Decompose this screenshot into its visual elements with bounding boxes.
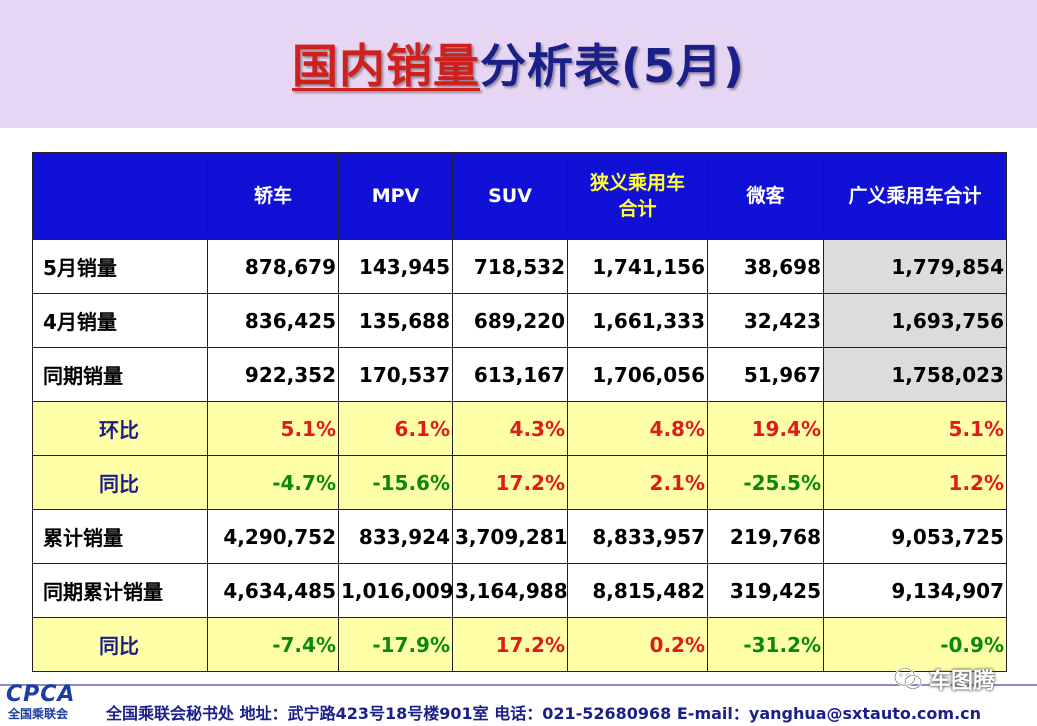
table-body: 5月销量 878,679 143,945 718,532 1,741,156 38,698… — [32, 239, 1007, 672]
table-cell: 878,679 — [207, 239, 339, 294]
table-cell: 17.2% — [452, 455, 568, 510]
table-row: 同期销量 922,352 170,537 613,167 1,706,056 51,967… — [32, 347, 1007, 402]
table-cell: -4.7% — [207, 455, 339, 510]
table-cell: 9,134,907 — [823, 563, 1007, 618]
title-highlight: 国内销量 — [291, 39, 480, 93]
table-cell: 319,425 — [707, 563, 824, 618]
footer-contact: 全国乘联会秘书处 地址：武宁路423号18号楼901室 电话：021-52680… — [106, 704, 982, 723]
column-header: MPV — [338, 152, 453, 240]
table-cell: 689,220 — [452, 293, 568, 348]
table-cell: 135,688 — [338, 293, 453, 348]
wechat-icon — [893, 667, 923, 690]
title-band — [0, 0, 1037, 128]
table-cell: 143,945 — [338, 239, 453, 294]
table-cell: 1.2% — [823, 455, 1007, 510]
table-cell: 613,167 — [452, 347, 568, 402]
table-cell: 1,693,756 — [823, 293, 1007, 348]
table-cell: 2.1% — [567, 455, 708, 510]
watermark: 车图腾 — [893, 664, 995, 694]
table-cell: 4.8% — [567, 401, 708, 456]
table-cell: 5.1% — [207, 401, 339, 456]
table-row: 环比 5.1% 6.1% 4.3% 4.8% 19.4% 5.1% — [32, 401, 1007, 456]
table-cell: 219,768 — [707, 509, 824, 564]
page-title: 国内销量分析表(5月) — [0, 30, 1037, 96]
column-header: SUV — [452, 152, 568, 240]
row-label: 5月销量 — [32, 239, 208, 294]
table-cell: 922,352 — [207, 347, 339, 402]
table-cell: 4,290,752 — [207, 509, 339, 564]
table-cell: -0.9% — [823, 617, 1007, 672]
table-cell: 833,924 — [338, 509, 453, 564]
row-label: 同期销量 — [32, 347, 208, 402]
table-cell: 170,537 — [338, 347, 453, 402]
logo-subtitle: 全国乘联会 — [8, 707, 69, 721]
row-label: 同期累计销量 — [32, 563, 208, 618]
table-cell: 9,053,725 — [823, 509, 1007, 564]
table-cell: 3,164,988 — [452, 563, 568, 618]
table-row: 4月销量 836,425 135,688 689,220 1,661,333 32,423… — [32, 293, 1007, 348]
table-cell: 51,967 — [707, 347, 824, 402]
table-row: 同期累计销量 4,634,485 1,016,009 3,164,988 8,815,4… — [32, 563, 1007, 618]
table-cell: 836,425 — [207, 293, 339, 348]
table-cell: -17.9% — [338, 617, 453, 672]
logo-mark: CPCA — [6, 682, 76, 707]
table-cell: -7.4% — [207, 617, 339, 672]
row-label: 同比 — [32, 455, 208, 510]
table-cell: -31.2% — [707, 617, 824, 672]
table-cell: 1,779,854 — [823, 239, 1007, 294]
table-row: 5月销量 878,679 143,945 718,532 1,741,156 38,698… — [32, 239, 1007, 294]
table-cell: 19.4% — [707, 401, 824, 456]
footer-divider — [0, 684, 1037, 686]
column-header: 微客 — [707, 152, 824, 240]
column-header: 广义乘用车合计 — [823, 152, 1007, 240]
table-cell: 3,709,281 — [452, 509, 568, 564]
table-cell: 0.2% — [567, 617, 708, 672]
row-label: 4月销量 — [32, 293, 208, 348]
sales-table: 轿车 MPV SUV 狭义乘用车 合计 微客 广义乘用车合计 5月销量 878,679 143… — [32, 152, 1007, 672]
table-cell: 1,016,009 — [338, 563, 453, 618]
header-corner — [32, 152, 208, 240]
row-label: 同比 — [32, 617, 208, 672]
column-header: 轿车 — [207, 152, 339, 240]
table-cell: 8,815,482 — [567, 563, 708, 618]
table-cell: 4,634,485 — [207, 563, 339, 618]
table-cell: 718,532 — [452, 239, 568, 294]
row-label: 累计销量 — [32, 509, 208, 564]
table-row: 同比 -4.7% -15.6% 17.2% 2.1% -25.5% 1.2% — [32, 455, 1007, 510]
table-cell: 38,698 — [707, 239, 824, 294]
table-cell: 5.1% — [823, 401, 1007, 456]
table-cell: 6.1% — [338, 401, 453, 456]
table-row: 同比 -7.4% -17.9% 17.2% 0.2% -31.2% -0.9% — [32, 617, 1007, 672]
title-rest: 分析表(5月) — [479, 39, 746, 93]
table-cell: -15.6% — [338, 455, 453, 510]
table-cell: 1,741,156 — [567, 239, 708, 294]
table-cell: 4.3% — [452, 401, 568, 456]
table-header-row: 轿车 MPV SUV 狭义乘用车 合计 微客 广义乘用车合计 — [32, 152, 1007, 240]
column-header: 狭义乘用车 合计 — [567, 152, 708, 240]
table-cell: 32,423 — [707, 293, 824, 348]
table-cell: 8,833,957 — [567, 509, 708, 564]
watermark-text: 车图腾 — [929, 669, 996, 694]
cpca-logo: CPCA 全国乘联会 — [6, 683, 90, 723]
table-row: 累计销量 4,290,752 833,924 3,709,281 8,833,957 21… — [32, 509, 1007, 564]
table-cell: 17.2% — [452, 617, 568, 672]
table-cell: 1,661,333 — [567, 293, 708, 348]
table-cell: 1,706,056 — [567, 347, 708, 402]
table-cell: -25.5% — [707, 455, 824, 510]
row-label: 环比 — [32, 401, 208, 456]
table-cell: 1,758,023 — [823, 347, 1007, 402]
